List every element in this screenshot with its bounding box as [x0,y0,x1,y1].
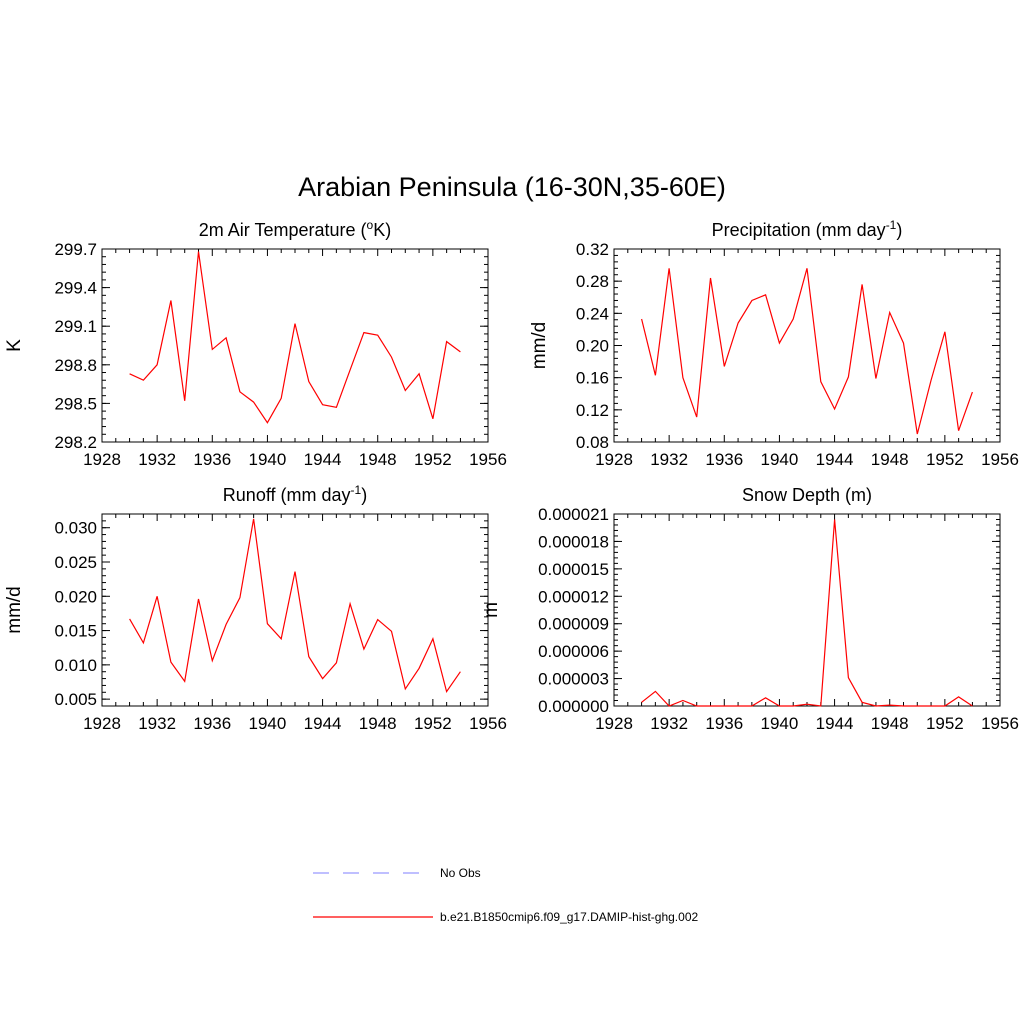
y-tick-label: 0.28 [576,272,609,291]
x-tick-label: 1936 [193,450,231,469]
y-tick-label: 0.20 [576,337,609,356]
series-line [641,268,973,435]
x-tick-label: 1928 [83,714,121,733]
y-tick-label: 299.1 [54,317,97,336]
panel-title-text-end: K) [373,220,391,240]
x-tick-label: 1956 [981,450,1019,469]
y-tick-label: 0.12 [576,401,609,420]
y-tick-label: 0.000018 [538,532,609,551]
y-axis-label: K [4,339,25,352]
x-tick-label: 1940 [249,714,287,733]
plot-frame [613,248,1001,443]
y-tick-label: 299.7 [54,240,97,259]
y-tick-label: 0.32 [576,240,609,259]
y-tick-label: 0.000003 [538,670,609,689]
x-tick-label: 1928 [595,714,633,733]
y-tick-label: 0.08 [576,433,609,452]
x-tick-label: 1956 [981,714,1019,733]
x-tick-label: 1932 [138,450,176,469]
y-tick-label: 298.8 [54,356,97,375]
x-tick-label: 1932 [650,450,688,469]
x-tick-label: 1952 [926,714,964,733]
y-tick-label: 0.000015 [538,560,609,579]
legend: No Obs b.e21.B1850cmip6.f09_g17.DAMIP-his… [313,866,698,924]
panel-title-superscript: -1 [886,218,897,232]
panel-4: Snow Depth (m) m 1928 1932 1936 1940 1944 1948 1… [481,485,1019,733]
series-line [129,518,461,694]
x-tick-label: 1932 [650,714,688,733]
y-tick-label: 0.015 [54,622,97,641]
x-tick-label: 1952 [926,450,964,469]
x-tick-label: 1936 [705,714,743,733]
x-tick-label: 1948 [871,714,909,733]
y-tick-label: 0.24 [576,304,609,323]
x-tick-label: 1928 [83,450,121,469]
panel-title-text: Precipitation (mm day [712,220,886,240]
panel-title: 2m Air Temperature (oK) [199,218,391,240]
panel-3: Runoff (mm day-1) mm/d 1928 1932 1936 1940 194… [4,483,507,733]
x-tick-label: 1956 [469,714,507,733]
plot-frame [613,513,1001,707]
y-tick-label: 0.025 [54,553,97,572]
y-tick-label: 0.005 [54,690,97,709]
y-tick-label: 298.2 [54,433,97,452]
x-tick-label: 1948 [871,450,909,469]
y-tick-label: 0.020 [54,587,97,606]
y-tick-label: 0.030 [54,519,97,538]
y-axis-label: m [481,602,502,618]
y-tick-label: 0.16 [576,369,609,388]
panel-1: 2m Air Temperature (oK) K 1928 1932 1936 1940… [4,218,507,469]
panel-title: Snow Depth (m) [742,485,872,505]
x-tick-label: 1940 [761,450,799,469]
panel-title-text: Runoff (mm day [223,485,351,505]
legend-label-2: b.e21.B1850cmip6.f09_g17.DAMIP-hist-ghg.… [440,910,698,924]
x-tick-label: 1956 [469,450,507,469]
y-tick-label: 0.000012 [538,587,609,606]
y-tick-label: 0.000000 [538,697,609,716]
y-axis-label: mm/d [4,586,25,634]
series-line [129,251,461,424]
x-tick-label: 1936 [705,450,743,469]
panel-title-text: 2m Air Temperature ( [199,220,367,240]
x-tick-label: 1928 [595,450,633,469]
panel-title-superscript: o [367,218,374,232]
x-tick-label: 1940 [761,714,799,733]
y-tick-label: 0.000009 [538,615,609,634]
x-tick-label: 1952 [414,714,452,733]
panel-title-text: Snow Depth (m) [742,485,872,505]
panel-title: Runoff (mm day-1) [223,483,367,505]
panel-title-text-end: ) [361,485,367,505]
panels: 2m Air Temperature (oK) K 1928 1932 1936 1940… [4,218,1019,733]
panel-2: Precipitation (mm day-1) mm/d 1928 1932 1936… [529,218,1019,469]
plot-frame [101,248,489,443]
panel-title-superscript: -1 [351,483,362,497]
panel-title: Precipitation (mm day-1) [712,218,903,240]
x-tick-label: 1948 [359,714,397,733]
x-tick-label: 1948 [359,450,397,469]
y-tick-label: 0.010 [54,656,97,675]
y-tick-label: 0.000021 [538,505,609,524]
y-tick-label: 0.000006 [538,642,609,661]
figure-title: Arabian Peninsula (16-30N,35-60E) [298,172,726,202]
x-tick-label: 1940 [249,450,287,469]
y-tick-label: 299.4 [54,279,97,298]
x-tick-label: 1936 [193,714,231,733]
legend-label-1: No Obs [440,866,481,880]
x-tick-label: 1944 [304,450,342,469]
y-tick-label: 298.5 [54,394,97,413]
x-tick-label: 1944 [304,714,342,733]
x-tick-label: 1944 [816,714,854,733]
x-tick-label: 1944 [816,450,854,469]
panel-title-text-end: ) [896,220,902,240]
x-tick-label: 1932 [138,714,176,733]
y-axis-label: mm/d [529,322,550,370]
x-tick-label: 1952 [414,450,452,469]
series-line [641,519,973,707]
